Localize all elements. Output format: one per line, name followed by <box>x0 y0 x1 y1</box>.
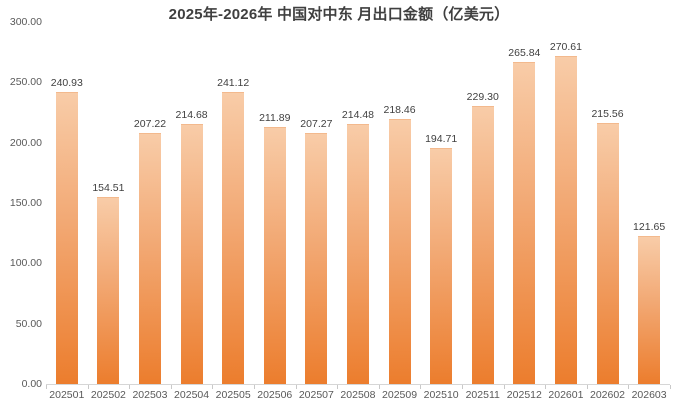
x-axis-tick-mark <box>46 385 47 389</box>
x-axis-tick-label: 202505 <box>215 389 251 401</box>
bar <box>138 132 161 384</box>
bar-slot: 240.93 <box>46 22 88 384</box>
bar <box>263 127 286 384</box>
bar-value-label: 214.48 <box>341 109 375 122</box>
bar-value-label: 211.89 <box>259 112 291 125</box>
x-axis-tick-label: 202504 <box>174 389 210 401</box>
x-axis-tick-mark <box>586 385 588 389</box>
y-axis-tick-label: 0.00 <box>21 378 42 390</box>
bar-value-label: 121.65 <box>633 221 666 234</box>
x-axis-tick-mark <box>129 385 131 389</box>
y-axis-tick-label: 200.00 <box>9 136 42 149</box>
bar <box>97 196 120 384</box>
bar-slot: 270.61 <box>545 22 587 384</box>
bar-value-label: 218.46 <box>383 104 416 117</box>
x-axis-tick-mark <box>420 385 422 389</box>
bar-value-label: 207.22 <box>133 117 167 130</box>
x-axis-tick-label: 202510 <box>423 389 459 401</box>
chart-title: 2025年-2026年 中国对中东 月出口金额（亿美元） <box>168 6 510 23</box>
bar-value-label: 229.30 <box>466 91 499 104</box>
bar-slot: 241.12 <box>212 22 254 384</box>
bar <box>430 148 453 384</box>
x-axis-tick-label: 202601 <box>548 389 584 401</box>
x-axis: 202501 202502 202503 202504 202505 202506 2025… <box>46 385 671 405</box>
bar <box>55 92 78 384</box>
bar <box>471 106 494 384</box>
bar <box>638 236 661 384</box>
bar-value-label: 270.61 <box>549 41 582 54</box>
x-axis-tick-label: 202603 <box>631 389 667 401</box>
bar-slot: 265.84 <box>504 22 546 384</box>
x-axis-tick-label: 202512 <box>506 389 542 401</box>
y-axis-tick-label: 250.00 <box>9 76 42 89</box>
bar <box>554 56 577 384</box>
x-axis-tick-mark <box>628 385 630 389</box>
x-axis-tick-mark <box>87 385 89 389</box>
bar-slot: 121.65 <box>628 22 670 384</box>
x-axis-tick-mark <box>170 385 172 389</box>
x-axis-tick-label: 202508 <box>340 389 376 401</box>
bar <box>513 62 536 384</box>
bar-slot: 211.89 <box>254 22 296 384</box>
bar-slot: 154.51 <box>88 22 130 384</box>
bar <box>388 119 411 384</box>
bar <box>305 132 328 384</box>
x-axis-tick-label: 202509 <box>382 389 418 401</box>
bar-slot: 207.27 <box>296 22 338 384</box>
bar-slot: 218.46 <box>379 22 421 384</box>
x-axis-tick-label: 202507 <box>298 389 334 401</box>
y-axis: 300.00 250.00 200.00 150.00 100.00 50.00 0.00 <box>0 16 42 390</box>
bar <box>346 124 369 384</box>
plot-area: 240.93 154.51 207.22 214.68 241.12 211.89 207.… <box>46 22 670 385</box>
bar-slot: 214.48 <box>337 22 379 384</box>
x-axis-tick-mark <box>670 385 671 389</box>
bar-value-label: 240.93 <box>50 77 83 90</box>
x-axis-tick-mark <box>378 385 380 389</box>
bar-slot: 215.56 <box>587 22 629 384</box>
bar-value-label: 265.84 <box>508 47 541 60</box>
y-axis-tick-label: 50.00 <box>15 317 42 330</box>
x-axis-tick-mark <box>295 385 297 389</box>
bar-value-label: 154.51 <box>92 181 125 194</box>
y-axis-tick-label: 100.00 <box>9 257 42 270</box>
x-axis-tick-label: 202503 <box>132 389 168 401</box>
x-axis-tick-mark <box>503 385 505 389</box>
bar-slot: 207.22 <box>129 22 171 384</box>
x-axis-tick-label: 202511 <box>465 389 500 401</box>
bar-value-label: 241.12 <box>217 77 250 90</box>
x-axis-tick-mark <box>545 385 547 389</box>
bar-slot: 214.68 <box>171 22 213 384</box>
bar-slot: 194.71 <box>420 22 462 384</box>
bar <box>596 122 619 384</box>
x-axis-tick-mark <box>337 385 339 389</box>
x-axis-tick-label: 202506 <box>257 389 293 401</box>
y-axis-tick-label: 300.00 <box>9 16 42 28</box>
bar-value-label: 207.27 <box>300 117 333 130</box>
bar-slot: 229.30 <box>462 22 504 384</box>
x-axis-tick-label: 202501 <box>49 389 85 401</box>
x-axis-tick-label: 202502 <box>90 389 126 401</box>
y-axis-tick-label: 150.00 <box>9 197 42 209</box>
x-axis-tick-label: 202602 <box>589 389 626 401</box>
bar-value-label: 194.71 <box>425 133 458 146</box>
bar <box>180 123 203 384</box>
bar <box>222 92 245 384</box>
x-axis-tick-mark <box>254 385 255 389</box>
x-axis-tick-mark <box>462 385 463 389</box>
bar-value-label: 214.68 <box>175 108 208 121</box>
x-axis-tick-mark <box>212 385 214 389</box>
bar-value-label: 215.56 <box>591 107 624 120</box>
